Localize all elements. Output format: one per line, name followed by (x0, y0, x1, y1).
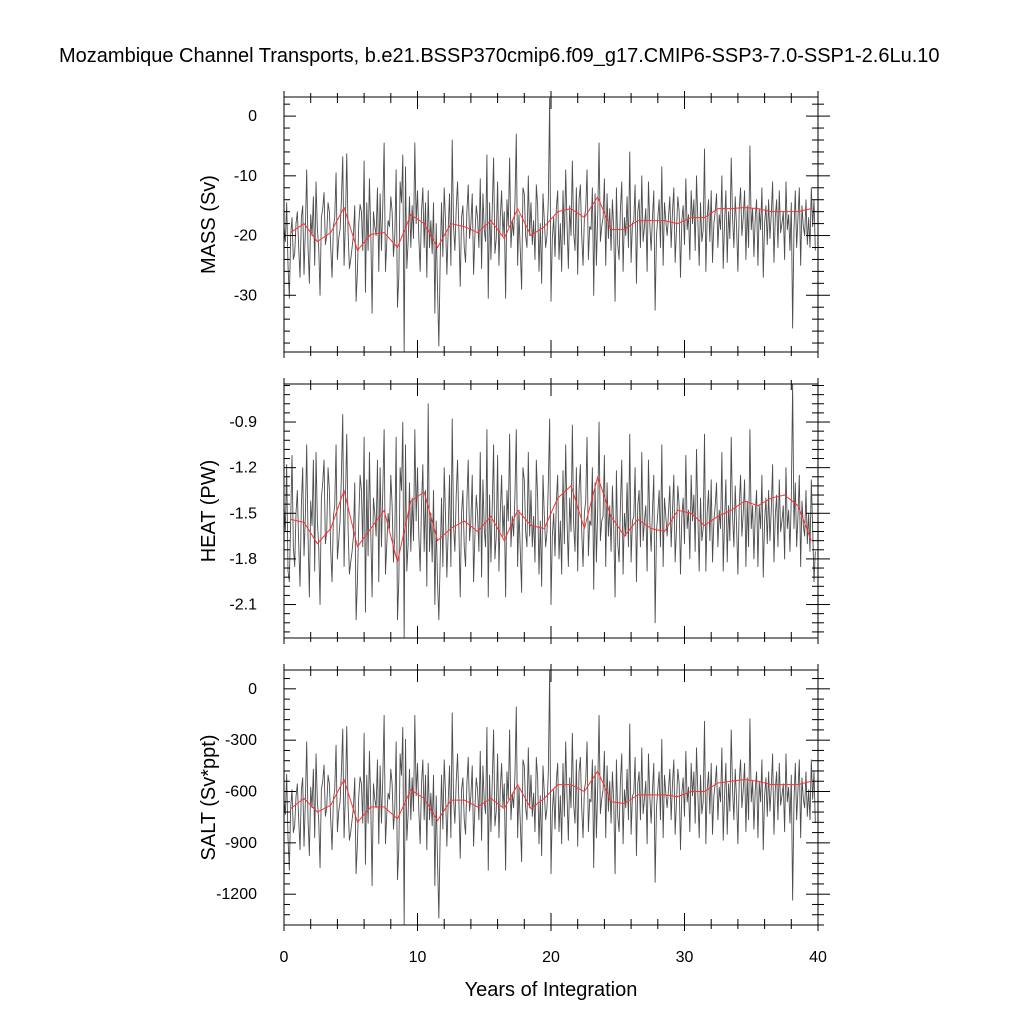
y-tick-label: -600 (225, 784, 257, 801)
panel-mass: -30 -20 -10 0 MASS (Sv) (198, 91, 830, 358)
plot-frame-salt (283, 669, 819, 926)
y-tick-label: -1.8 (229, 551, 257, 568)
y-tick-label: -1200 (216, 886, 257, 903)
monthly-series-line-mass (284, 97, 816, 352)
y-tick-label: 0 (248, 108, 257, 125)
chart-title: Mozambique Channel Transports, b.e21.BSS… (59, 45, 940, 67)
x-tick-label: 0 (280, 949, 289, 966)
x-tick-label: 20 (542, 949, 560, 966)
y-tick-label: -0.9 (229, 414, 257, 431)
x-tick-label: 30 (676, 949, 694, 966)
plot-frame-mass (283, 96, 819, 353)
y-tick-label: -10 (234, 168, 257, 185)
annual-mean-line-mass (290, 196, 812, 251)
y-tick-label: -2.1 (229, 597, 257, 614)
y-axis-label: MASS (Sv) (198, 175, 220, 274)
y-tick-label: -300 (225, 732, 257, 749)
y-axis-label: HEAT (PW) (198, 460, 220, 563)
monthly-series-line-heat (284, 384, 816, 638)
annual-mean-line-heat (290, 476, 812, 563)
y-tick-label: -30 (234, 287, 257, 304)
x-tick-label: 10 (409, 949, 427, 966)
panel-salt: -1200 -900 -600 -300 0 SALT (Sv*ppt) 0 10 20 30 40… (198, 664, 830, 1001)
y-tick-label: -1.5 (229, 505, 257, 522)
y-tick-label: 0 (248, 681, 257, 698)
annual-mean-line-salt (290, 770, 812, 823)
x-axis-label: Years of Integration (465, 979, 638, 1001)
y-axis-label: SALT (Sv*ppt) (198, 735, 220, 861)
x-tick-label: 40 (809, 949, 827, 966)
y-tick-label: -1.2 (229, 460, 257, 477)
y-tick-label: -20 (234, 228, 257, 245)
panel-heat: -2.1 -1.8 -1.5 -1.2 -0.9 HEAT (PW) (198, 378, 830, 644)
monthly-series-line-salt (284, 670, 816, 925)
y-tick-label: -900 (225, 835, 257, 852)
